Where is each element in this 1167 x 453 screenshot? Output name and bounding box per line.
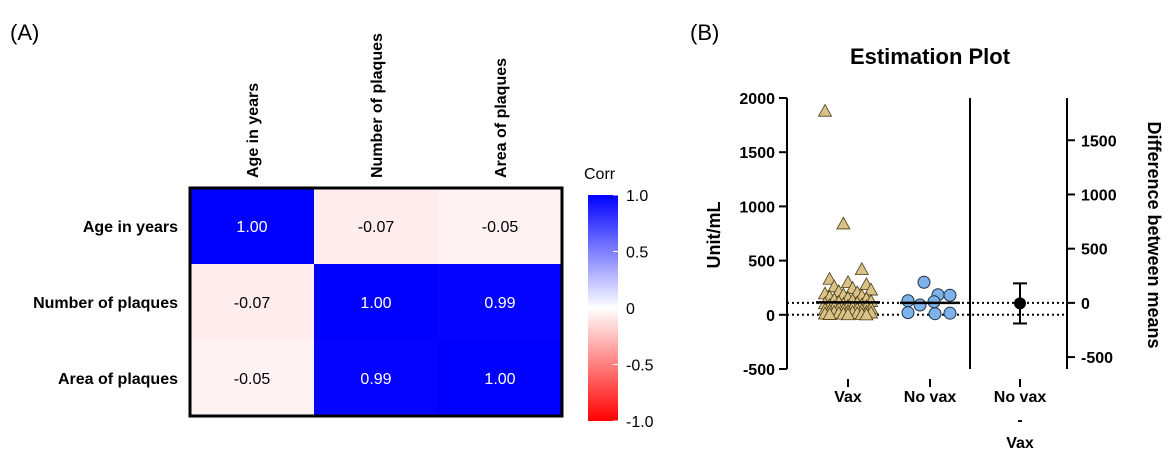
left-y-tick-label: 1500 <box>739 145 775 162</box>
x-category-label: Vax <box>1006 435 1034 452</box>
heatmap-cell-value: -0.07 <box>234 295 271 312</box>
no-vax-point <box>913 298 927 312</box>
colorbar-tick-label: 0 <box>626 301 635 318</box>
vax-point <box>836 216 851 230</box>
heatmap-cell-value: 0.99 <box>360 371 391 388</box>
left-y-tick-label: -500 <box>743 362 775 379</box>
difference-mean-point <box>1014 297 1026 310</box>
heatmap-cell <box>190 264 314 340</box>
left-y-tick-label: 500 <box>748 254 775 271</box>
estimation-plot: Estimation Plot2000150010005000-50015001… <box>704 44 1164 452</box>
heatmap-cell-value: -0.05 <box>482 219 519 236</box>
heatmap-cell-value: 1.00 <box>236 219 267 236</box>
vax-point <box>822 307 837 320</box>
heatmap-row-label: Number of plaques <box>33 295 178 312</box>
heatmap-cell-value: 0.99 <box>484 295 515 312</box>
right-y-tick-label: 1000 <box>1081 187 1117 204</box>
no-vax-point <box>901 294 915 308</box>
colorbar-title: Corr <box>584 166 616 183</box>
left-y-tick-label: 1000 <box>739 199 775 216</box>
estimation-title: Estimation Plot <box>850 44 1011 69</box>
x-category-label: No vax <box>994 389 1047 406</box>
heatmap-cell-value: 1.00 <box>360 295 391 312</box>
heatmap-column-label: Age in years <box>245 83 262 178</box>
right-y-tick-label: -500 <box>1081 350 1113 367</box>
heatmap-cell <box>314 340 438 416</box>
heatmap-column-label: Area of plaques <box>493 58 510 178</box>
left-y-tick-label: 2000 <box>739 91 775 108</box>
heatmap-row-label: Area of plaques <box>58 371 178 388</box>
heatmap-cell-value: -0.05 <box>234 371 271 388</box>
colorbar: Corr 1.0 0.5 0 -0.5 -1.0 <box>584 166 654 431</box>
x-category-label: Vax <box>834 389 862 406</box>
correlation-heatmap: 1.00 -0.07 -0.05 -0.07 1.00 0.99 -0.05 0.99 1.00… <box>33 33 564 418</box>
heatmap-cell <box>438 264 562 340</box>
right-y-tick-label: 1500 <box>1081 133 1117 150</box>
right-y-tick-label: 0 <box>1081 296 1090 313</box>
heatmap-border <box>188 186 564 418</box>
no-vax-point <box>928 307 942 321</box>
no-vax-point <box>917 275 931 289</box>
no-vax-point <box>943 288 957 302</box>
heatmap-cell <box>314 188 438 264</box>
colorbar-tick-label: -0.5 <box>626 358 654 375</box>
heatmap-cell <box>190 188 314 264</box>
vax-point <box>840 307 856 321</box>
heatmap-cell <box>190 340 314 416</box>
colorbar-tick-label: -1.0 <box>626 414 654 431</box>
colorbar-tick-label: 0.5 <box>626 245 648 262</box>
left-y-tick-label: 0 <box>766 308 775 325</box>
heatmap-column-label: Number of plaques <box>369 33 386 178</box>
no-vax-point <box>943 306 957 320</box>
heatmap-row-label: Age in years <box>83 219 178 236</box>
vax-point <box>859 307 874 321</box>
heatmap-cell-value: 1.00 <box>484 371 515 388</box>
x-category-label: - <box>1017 412 1022 429</box>
heatmap-cell <box>314 264 438 340</box>
heatmap-cell <box>438 188 562 264</box>
right-y-axis-title: Difference between means <box>1144 121 1164 348</box>
panel-b-label: (B) <box>690 20 719 45</box>
x-category-label: No vax <box>904 389 957 406</box>
no-vax-point <box>901 306 915 320</box>
vax-point <box>854 261 869 275</box>
vax-point <box>817 103 833 117</box>
panel-a-label: (A) <box>10 20 39 45</box>
colorbar-tick-label: 1.0 <box>626 188 648 205</box>
heatmap-cell <box>438 340 562 416</box>
left-y-axis-title: Unit/mL <box>704 202 724 269</box>
right-y-tick-label: 500 <box>1081 242 1108 259</box>
vax-point <box>822 271 837 285</box>
heatmap-cell-value: -0.07 <box>358 219 395 236</box>
